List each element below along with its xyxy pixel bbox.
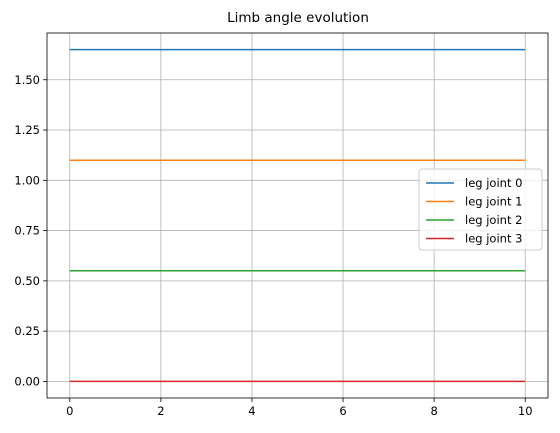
y-tick-label: 0.25 (14, 324, 40, 338)
x-axis: 0 2 4 6 8 10 (66, 398, 533, 418)
legend-box (418, 168, 543, 251)
x-tick-label: 4 (248, 404, 255, 418)
chart-title: Limb angle evolution (227, 10, 369, 26)
series-lines (69, 48, 526, 383)
legend-label-0: leg joint 0 (465, 176, 522, 190)
legend: leg joint 0 leg joint 1 leg joint 2 leg joi… (418, 168, 543, 251)
y-tick-label: 1.25 (14, 123, 40, 137)
y-tick-label: 0.50 (14, 274, 40, 288)
y-axis: 0.00 0.25 0.50 0.75 1.00 1.25 1.50 (14, 73, 47, 388)
x-tick-label: 6 (339, 404, 346, 418)
y-tick-label: 1.50 (14, 73, 40, 87)
x-tick-label: 2 (157, 404, 164, 418)
x-tick-label: 8 (430, 404, 437, 418)
plot-frame (46, 32, 549, 399)
legend-label-2: leg joint 2 (465, 213, 522, 227)
legend-label-3: leg joint 3 (465, 232, 522, 246)
x-tick-label: 0 (66, 404, 73, 418)
y-tick-label: 1.00 (14, 173, 40, 187)
y-tick-label: 0.75 (14, 224, 40, 238)
x-tick-label: 10 (518, 404, 533, 418)
legend-label-1: leg joint 1 (465, 195, 522, 209)
y-tick-label: 0.00 (14, 374, 40, 388)
